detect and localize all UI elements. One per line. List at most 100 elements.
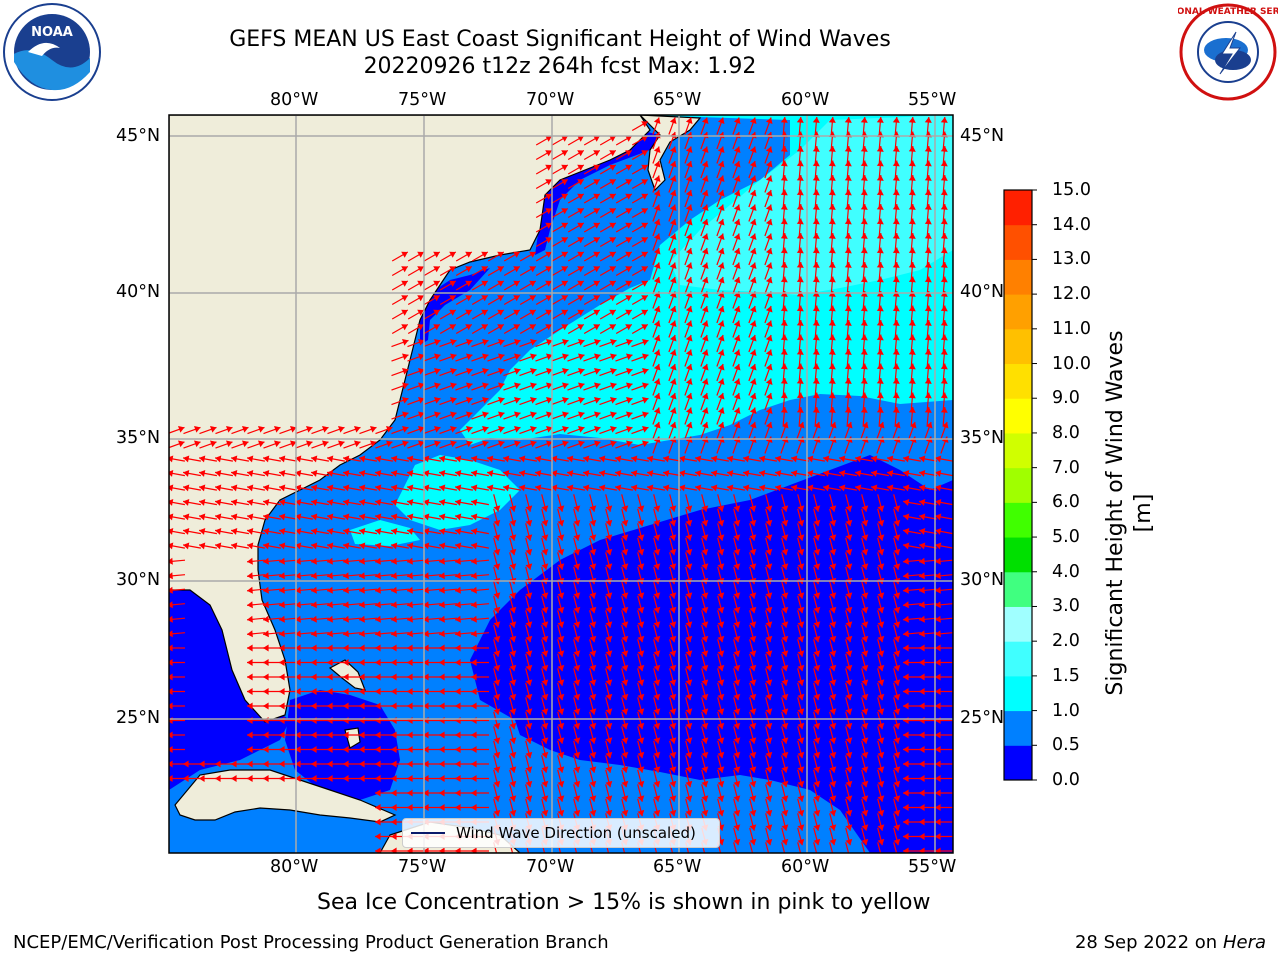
wind-wave-arrowhead [749, 737, 757, 744]
wind-wave-arrowhead [638, 853, 645, 859]
wind-wave-arrowhead [669, 117, 677, 124]
wind-wave-arrowhead [749, 190, 757, 197]
wind-wave-arrowhead [465, 251, 472, 258]
wind-wave-arrowhead [343, 601, 349, 609]
wind-wave-arrowhead [594, 426, 601, 433]
wind-wave-arrowhead [621, 679, 629, 686]
wind-wave-arrowhead [717, 378, 725, 385]
wind-wave-arrowhead [813, 534, 821, 541]
wind-wave-arrowhead [797, 679, 805, 686]
wind-wave-arrowhead [892, 291, 900, 297]
wind-wave-arrowhead [844, 247, 852, 254]
wind-wave-arrowhead [876, 175, 884, 181]
wind-wave-arrowhead [871, 470, 878, 477]
wind-wave-arrowhead [589, 519, 597, 527]
wind-wave-arrowhead [561, 309, 568, 316]
wind-wave-arrowhead [780, 117, 788, 123]
wind-wave-arrowhead [919, 601, 925, 609]
wind-wave-arrowhead [407, 789, 413, 797]
wind-wave-arrowhead [685, 204, 693, 211]
wind-wave-arrowhead [919, 702, 925, 710]
wind-wave-arrow [877, 842, 882, 853]
wind-wave-arrowhead [669, 737, 677, 744]
wind-wave-arrowhead [577, 309, 584, 316]
wind-wave-arrowhead [625, 208, 632, 215]
wind-wave-arrowhead [765, 505, 773, 512]
wind-wave-arrowhead [418, 440, 425, 448]
wind-wave-arrowhead [812, 378, 820, 384]
wind-wave-arrowhead [860, 378, 868, 384]
wind-wave-arrowhead [733, 824, 741, 831]
wind-wave-arrowhead [169, 644, 173, 652]
wind-wave-arrowhead [503, 470, 510, 477]
wind-wave-arrowhead [375, 557, 381, 565]
wind-wave-arrowhead [402, 426, 409, 433]
wind-wave-arrowhead [749, 505, 757, 512]
wind-wave-arrowhead [391, 586, 397, 594]
wind-wave-arrowhead [653, 606, 661, 614]
wind-wave-arrowhead [781, 824, 789, 831]
wind-wave-arrowhead [605, 635, 613, 643]
wind-wave-arrowhead [183, 455, 190, 463]
us-east-coast-landmass [169, 115, 651, 723]
wind-wave-arrowhead [701, 233, 709, 240]
colorbar-frame [1003, 189, 1033, 781]
colorbar-swatch [1004, 398, 1032, 434]
wind-wave-arrowhead [749, 320, 757, 327]
wind-wave-arrowhead [829, 679, 837, 686]
wind-wave-arrowhead [829, 838, 837, 846]
wind-wave-arrowhead [247, 644, 253, 652]
wind-wave-arrowhead [631, 470, 638, 477]
wind-wave-arrowhead [653, 248, 661, 255]
wind-wave-arrowhead [327, 455, 334, 463]
wind-wave-arrowhead [924, 392, 932, 399]
wind-wave-arrowhead [375, 572, 381, 580]
wind-wave-arrowhead [749, 306, 757, 313]
wind-wave-arrowhead [471, 760, 477, 768]
wind-wave-arrowhead [609, 135, 616, 142]
wind-wave-arrowhead [343, 702, 349, 710]
wind-wave-arrowhead [621, 766, 629, 773]
wind-wave-arrowhead [546, 368, 553, 375]
wind-wave-arrowhead [717, 780, 725, 788]
wind-wave-arrowhead [829, 650, 837, 657]
wind-wave-arrowhead [669, 534, 677, 541]
wind-wave-arrowhead [279, 455, 286, 463]
wind-wave-arrowhead [514, 426, 521, 433]
nws-logo-text: NATIONAL WEATHER SERVICE [1178, 7, 1278, 17]
wind-wave-arrowhead [359, 601, 365, 609]
wind-wave-arrowhead [279, 630, 285, 638]
wind-wave-arrowhead [733, 161, 741, 168]
wind-wave-arrowhead [279, 484, 286, 492]
colorbar-tick-label: 14.0 [1052, 214, 1091, 235]
wind-wave-arrowhead [530, 382, 537, 390]
wind-wave-arrowhead [466, 440, 473, 448]
wind-wave-arrowhead [609, 208, 616, 215]
wind-wave-arrowhead [471, 847, 477, 853]
wind-wave-arrowhead [407, 528, 414, 535]
wind-wave-arrowhead [861, 422, 869, 429]
wind-wave-arrowhead [780, 392, 788, 399]
wind-wave-arrowhead [417, 324, 424, 331]
wind-wave-arrowhead [877, 650, 885, 657]
wind-wave-arrowhead [625, 251, 632, 258]
wind-wave-arrowhead [562, 426, 569, 433]
wind-wave-arrowhead [940, 305, 948, 312]
wind-wave-arrowhead [765, 175, 773, 182]
wind-wave-arrowhead [274, 440, 281, 448]
wind-wave-arrowhead [924, 305, 932, 312]
wind-wave-arrowhead [717, 117, 725, 124]
wind-wave-arrowhead [845, 664, 853, 672]
wind-wave-arrowhead [417, 280, 424, 287]
wind-wave-arrowhead [828, 276, 836, 283]
wind-wave-arrowhead [844, 291, 852, 297]
wind-wave-arrowhead [423, 760, 429, 768]
wind-wave-arrowhead [860, 334, 868, 341]
wind-wave-arrowhead [311, 760, 317, 768]
wind-wave-arrowhead [311, 746, 317, 753]
wind-wave-arrowhead [829, 722, 837, 730]
wind-wave-arrowhead [509, 693, 517, 701]
wind-wave-arrowhead [903, 833, 909, 840]
wind-wave-arrowhead [471, 688, 477, 695]
wind-wave-arrowhead [311, 499, 318, 506]
